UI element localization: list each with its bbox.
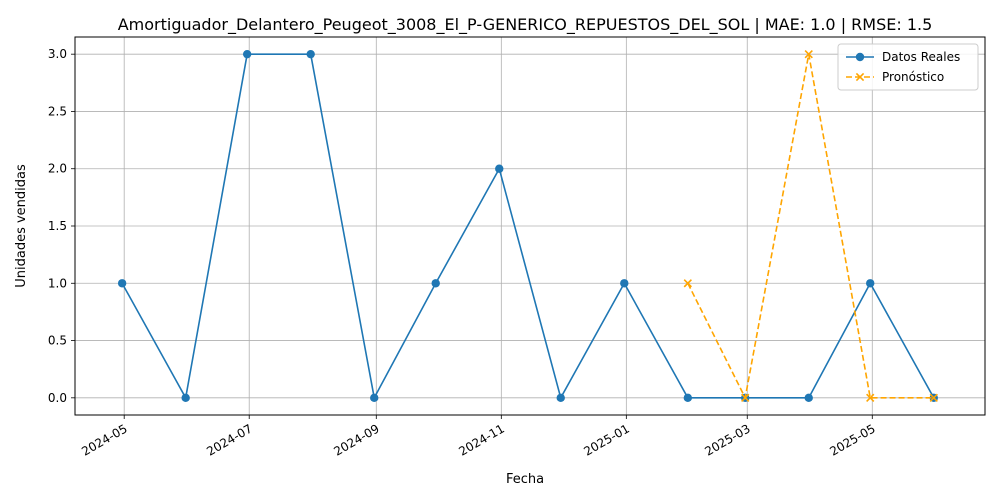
data-point xyxy=(804,50,813,59)
chart-title: Amortiguador_Delantero_Peugeot_3008_El_P… xyxy=(118,15,933,35)
y-tick-label: 2.0 xyxy=(48,162,67,176)
x-marker-stroke xyxy=(683,279,692,288)
x-axis: 2024-05 2024-07 2024-09 2024-11 2025-01 2025-… xyxy=(79,415,878,459)
y-axis-label: Unidades vendidas xyxy=(14,164,29,288)
x-marker-stroke xyxy=(741,393,750,402)
legend-marker xyxy=(855,72,865,82)
legend-box xyxy=(837,43,979,91)
data-point xyxy=(683,279,692,288)
y-tick-label: 2.5 xyxy=(48,104,67,118)
x-marker-stroke xyxy=(804,50,813,59)
grid xyxy=(75,37,985,415)
y-tick-label: 0.5 xyxy=(48,334,67,348)
data-point xyxy=(556,393,565,403)
y-tick-label: 0.0 xyxy=(48,391,67,405)
x-axis-label: Fecha xyxy=(506,472,544,487)
x-tick-label: 2025-05 xyxy=(827,421,877,458)
y-tick-label: 1.0 xyxy=(48,276,67,290)
y-tick-label: 1.5 xyxy=(48,219,67,233)
data-point xyxy=(242,49,252,59)
y-tick-label: 3.0 xyxy=(48,47,67,61)
legend-marker xyxy=(855,52,865,62)
data-point xyxy=(117,279,127,288)
series-line-1 xyxy=(121,53,935,399)
data-point xyxy=(866,279,875,288)
data-point xyxy=(370,393,379,403)
x-tick-label: 2024-05 xyxy=(79,421,129,458)
data-point xyxy=(181,393,190,403)
x-tick-label: 2024-09 xyxy=(331,421,381,458)
data-point xyxy=(620,279,629,288)
x-tick-label: 2024-07 xyxy=(204,421,254,458)
data-point xyxy=(741,393,750,402)
y-axis: 0.0 0.5 1.0 1.5 2.0 2.5 3.0 xyxy=(48,47,75,405)
data-point xyxy=(495,164,504,173)
x-tick-label: 2025-03 xyxy=(702,421,752,458)
x-tick-label: 2025-01 xyxy=(581,421,631,458)
data-point xyxy=(866,393,875,402)
data-point xyxy=(683,393,693,403)
legend-label: Datos Reales xyxy=(882,50,960,64)
series-layer xyxy=(117,49,938,403)
x-marker-stroke xyxy=(929,393,938,402)
legend-label: Pronóstico xyxy=(882,70,944,84)
legend: Datos Reales Pronóstico xyxy=(837,43,979,91)
x-tick-label: 2024-11 xyxy=(456,421,506,458)
data-point xyxy=(306,49,315,59)
data-point xyxy=(929,393,938,402)
x-marker-stroke xyxy=(866,393,875,402)
data-point xyxy=(431,279,440,288)
data-point xyxy=(804,393,813,403)
